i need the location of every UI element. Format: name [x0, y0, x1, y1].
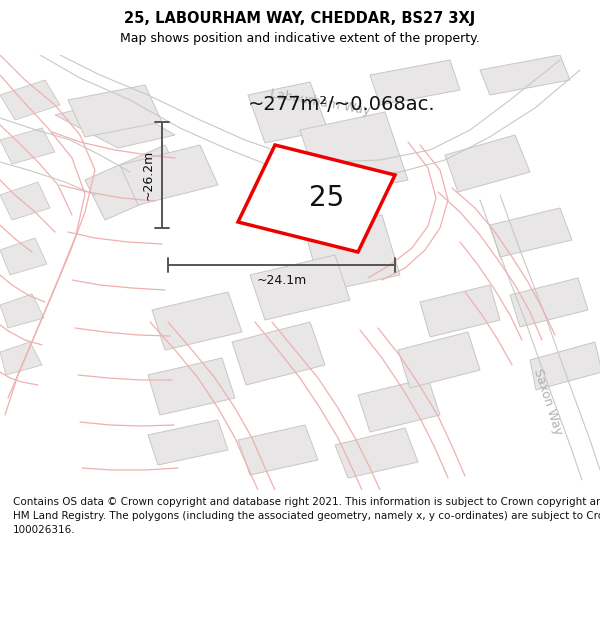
Polygon shape	[55, 100, 175, 148]
Polygon shape	[238, 145, 395, 252]
Polygon shape	[480, 55, 570, 95]
Text: ~24.1m: ~24.1m	[256, 274, 307, 288]
Polygon shape	[148, 420, 228, 465]
Polygon shape	[530, 342, 600, 390]
Polygon shape	[0, 294, 44, 328]
Polygon shape	[420, 285, 500, 337]
Polygon shape	[445, 135, 530, 192]
Polygon shape	[358, 378, 440, 432]
Text: Map shows position and indicative extent of the property.: Map shows position and indicative extent…	[120, 32, 480, 45]
Polygon shape	[248, 82, 328, 143]
Text: ~277m²/~0.068ac.: ~277m²/~0.068ac.	[248, 96, 436, 114]
Polygon shape	[0, 342, 42, 375]
Polygon shape	[85, 145, 185, 220]
Polygon shape	[68, 85, 162, 137]
Polygon shape	[148, 358, 235, 415]
Polygon shape	[370, 60, 460, 105]
Text: 25: 25	[309, 184, 344, 213]
Text: Labourham Way: Labourham Way	[269, 87, 371, 118]
Polygon shape	[238, 425, 318, 475]
Polygon shape	[0, 128, 55, 164]
Polygon shape	[0, 182, 50, 220]
Polygon shape	[335, 428, 418, 478]
Polygon shape	[510, 278, 588, 327]
Polygon shape	[398, 332, 480, 388]
Text: ~26.2m: ~26.2m	[142, 150, 155, 200]
Polygon shape	[152, 292, 242, 350]
Polygon shape	[232, 322, 325, 385]
Polygon shape	[300, 112, 408, 198]
Polygon shape	[305, 215, 400, 292]
Text: 25, LABOURHAM WAY, CHEDDAR, BS27 3XJ: 25, LABOURHAM WAY, CHEDDAR, BS27 3XJ	[124, 11, 476, 26]
Text: Saxon Way: Saxon Way	[531, 367, 565, 437]
Polygon shape	[250, 255, 350, 320]
Polygon shape	[120, 145, 218, 205]
Polygon shape	[490, 208, 572, 257]
Polygon shape	[0, 238, 47, 275]
Text: Contains OS data © Crown copyright and database right 2021. This information is : Contains OS data © Crown copyright and d…	[13, 497, 600, 535]
Polygon shape	[0, 80, 60, 120]
